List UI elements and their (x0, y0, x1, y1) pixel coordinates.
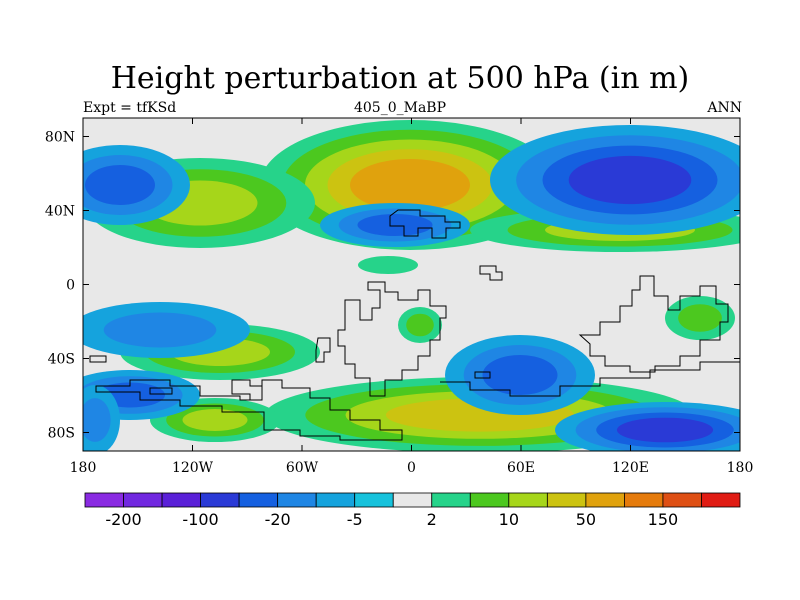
coastline-segment (479, 265, 503, 281)
contour-level (83, 398, 111, 442)
colorbar-label: 50 (576, 510, 596, 529)
lon-tick-label: 0 (407, 460, 416, 476)
colorbar-swatch (431, 492, 471, 508)
contour-fields (83, 120, 740, 451)
contour-level (406, 313, 434, 337)
season-label: ANN (707, 100, 742, 116)
colorbar-swatch (546, 492, 587, 508)
colorbar-swatch (624, 492, 664, 508)
contour-level (482, 355, 558, 395)
lat-tick-label: 80S (48, 426, 75, 442)
contour-level (85, 165, 155, 205)
colorbar-swatch (315, 492, 356, 508)
contour-level (568, 155, 692, 205)
coastline-segment (578, 275, 729, 373)
colorbar-swatch (662, 492, 702, 508)
experiment-label: Expt = tfKSd (83, 100, 177, 116)
contour-level (103, 312, 217, 348)
colorbar-swatch (238, 492, 279, 508)
colorbar-swatch (161, 492, 201, 508)
lon-tick-label: 120W (172, 460, 214, 476)
coastline (89, 209, 740, 441)
lat-tick-label: 40N (45, 204, 75, 220)
coastline-segment (474, 371, 491, 379)
case-label: 405_0_MaBP (353, 100, 447, 116)
colorbar-label: -100 (182, 510, 218, 529)
colorbar-swatch (469, 492, 510, 508)
lon-tick-label: 60W (286, 460, 319, 476)
contour-level (616, 417, 714, 443)
colorbar-swatch (277, 492, 317, 508)
lon-tick-label: 120E (612, 460, 649, 476)
contour-level (350, 159, 470, 211)
colorbar-swatch (84, 492, 124, 508)
colorbar-label: 150 (648, 510, 679, 529)
coastline-segment (149, 387, 173, 395)
contour-level (357, 214, 433, 236)
contour-level (182, 409, 248, 431)
lat-tick-label: 0 (66, 278, 75, 294)
colorbar-swatch (354, 492, 394, 508)
colorbar-label: 2 (427, 510, 437, 529)
contour-level (678, 304, 722, 332)
colorbar-label: -20 (265, 510, 291, 529)
contour-level (358, 256, 418, 274)
coastline-segment (95, 379, 403, 441)
coastline-segment (315, 337, 331, 363)
lat-tick-label: 40S (48, 352, 75, 368)
lon-tick-label: 180 (727, 460, 754, 476)
coastline-segment (89, 355, 107, 363)
lon-tick-label: 60E (507, 460, 535, 476)
colorbar-label: -200 (105, 510, 141, 529)
coastline-segment (440, 361, 740, 397)
colorbar-swatch (585, 492, 625, 508)
colorbar-swatch (200, 492, 240, 508)
colorbar: -200 -100 -20 -5 2 10 50 150 (84, 492, 741, 529)
colorbar-swatch (123, 492, 163, 508)
lon-tick-label: 180 (70, 460, 97, 476)
axis-ticks: 180 120W 60W 0 60E 120E 180 80N 40N 0 40S 80S (45, 118, 753, 476)
colorbar-label: 10 (499, 510, 519, 529)
lat-tick-label: 80N (45, 130, 75, 146)
colorbar-swatch (508, 492, 548, 508)
map-title: Height perturbation at 500 hPa (in m) (110, 61, 690, 96)
coastline-segment (389, 209, 461, 239)
coastline-segment (337, 281, 447, 397)
colorbar-label: -5 (347, 510, 363, 529)
colorbar-swatch (701, 492, 741, 508)
colorbar-swatch (392, 492, 433, 508)
